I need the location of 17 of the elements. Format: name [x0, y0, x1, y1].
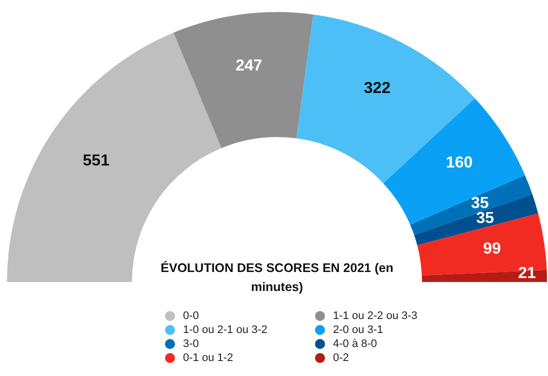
text: ÉVOLUTION DES SCORES EN 2021 (en minutes) — [160, 260, 394, 294]
legend-label: 1-1 ou 2-2 ou 3-3 — [333, 310, 418, 322]
data-label: 160 — [446, 154, 473, 172]
legend-label: 2-0 ou 3-1 — [333, 324, 384, 336]
data-label: 35 — [476, 210, 494, 228]
legend-label: 3-0 — [183, 338, 199, 350]
legend-label: 0-0 — [183, 310, 199, 322]
data-label: 35 — [470, 194, 489, 212]
legend-label: 1-0 ou 2-1 ou 3-2 — [183, 324, 268, 336]
data-label: 21 — [518, 265, 536, 282]
data-label: 322 — [364, 80, 391, 98]
data-label: 551 — [82, 152, 110, 170]
legend-label: 0-2 — [333, 352, 349, 364]
data-label: 99 — [483, 240, 502, 258]
data-label: 247 — [236, 58, 262, 75]
legend-label: 0-1 ou 1-2 — [183, 352, 234, 364]
legend-label: 4-0 à 8-0 — [333, 338, 378, 350]
